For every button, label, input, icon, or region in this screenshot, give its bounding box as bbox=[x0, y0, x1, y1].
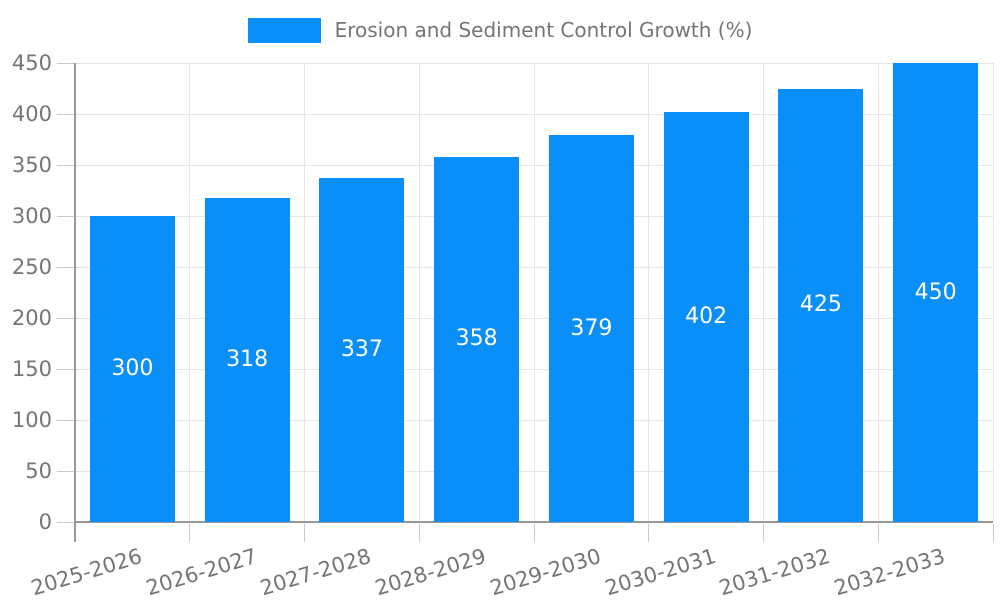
x-axis-label: 2029-2030 bbox=[487, 543, 604, 601]
x-axis-label: 2031-2032 bbox=[716, 543, 834, 601]
bar-2030-2031[interactable] bbox=[663, 111, 749, 522]
x-axis-label: 2026-2027 bbox=[142, 543, 260, 601]
bar-value-label: 337 bbox=[340, 337, 383, 363]
x-axis-label: 2028-2029 bbox=[372, 543, 489, 601]
y-tick bbox=[57, 113, 75, 115]
y-tick bbox=[57, 62, 75, 64]
x-gridline bbox=[418, 63, 420, 522]
bar-2025-2026[interactable] bbox=[89, 216, 175, 522]
y-axis-label: 0 bbox=[38, 510, 52, 534]
x-axis-label: 2030-2031 bbox=[601, 543, 719, 601]
x-tick bbox=[304, 524, 305, 542]
bar-2027-2028[interactable] bbox=[319, 178, 405, 522]
y-tick bbox=[57, 266, 75, 268]
x-axis-label: 2027-2028 bbox=[257, 543, 375, 601]
y-axis-label: 150 bbox=[11, 357, 52, 381]
x-tick bbox=[877, 524, 879, 542]
bar-2031-2032[interactable] bbox=[778, 88, 864, 522]
bar-value-label: 358 bbox=[455, 326, 498, 352]
y-tick bbox=[57, 215, 75, 217]
y-tick bbox=[57, 521, 75, 523]
x-tick bbox=[189, 524, 191, 542]
y-axis-label: 450 bbox=[11, 51, 52, 75]
bar-value-label: 450 bbox=[914, 279, 957, 305]
y-tick bbox=[57, 317, 75, 319]
x-gridline bbox=[648, 63, 650, 522]
y-axis-label: 400 bbox=[11, 102, 52, 126]
y-tick bbox=[57, 419, 75, 421]
bar-value-label: 379 bbox=[570, 315, 613, 341]
y-axis-label: 300 bbox=[11, 204, 52, 228]
y-tick bbox=[57, 470, 75, 472]
x-tick bbox=[533, 524, 535, 542]
x-tick bbox=[763, 524, 764, 542]
bar-2026-2027[interactable] bbox=[204, 197, 290, 522]
x-gridline bbox=[877, 63, 879, 522]
x-tick bbox=[992, 524, 994, 542]
bar-2028-2029[interactable] bbox=[434, 156, 520, 522]
y-axis-line bbox=[74, 63, 76, 542]
y-axis-label: 200 bbox=[11, 306, 52, 330]
bar-value-label: 425 bbox=[799, 292, 842, 318]
bar-2032-2033[interactable] bbox=[893, 63, 979, 522]
bar-value-label: 300 bbox=[111, 356, 154, 381]
x-gridline bbox=[533, 63, 535, 522]
x-tick bbox=[648, 524, 650, 542]
x-gridline bbox=[763, 63, 764, 522]
x-gridline bbox=[189, 63, 191, 522]
x-axis-label: 2025-2026 bbox=[28, 543, 145, 601]
x-axis-line bbox=[75, 521, 993, 523]
x-gridline bbox=[992, 63, 994, 522]
bar-value-label: 318 bbox=[226, 346, 269, 372]
y-axis-label: 50 bbox=[25, 459, 52, 483]
x-gridline bbox=[304, 63, 305, 522]
legend-label: Erosion and Sediment Control Growth (%) bbox=[334, 18, 753, 42]
y-axis-label: 250 bbox=[11, 255, 52, 279]
y-tick bbox=[57, 368, 75, 370]
bar-value-label: 402 bbox=[685, 303, 728, 329]
x-tick bbox=[418, 524, 420, 542]
x-axis-label: 2032-2033 bbox=[831, 543, 948, 601]
y-axis-label: 350 bbox=[11, 153, 52, 177]
legend-item[interactable]: Erosion and Sediment Control Growth (%) bbox=[0, 16, 1000, 44]
y-tick bbox=[57, 164, 75, 166]
y-axis-label: 100 bbox=[11, 408, 52, 432]
bar-2029-2030[interactable] bbox=[548, 135, 634, 522]
legend-swatch bbox=[247, 17, 321, 43]
